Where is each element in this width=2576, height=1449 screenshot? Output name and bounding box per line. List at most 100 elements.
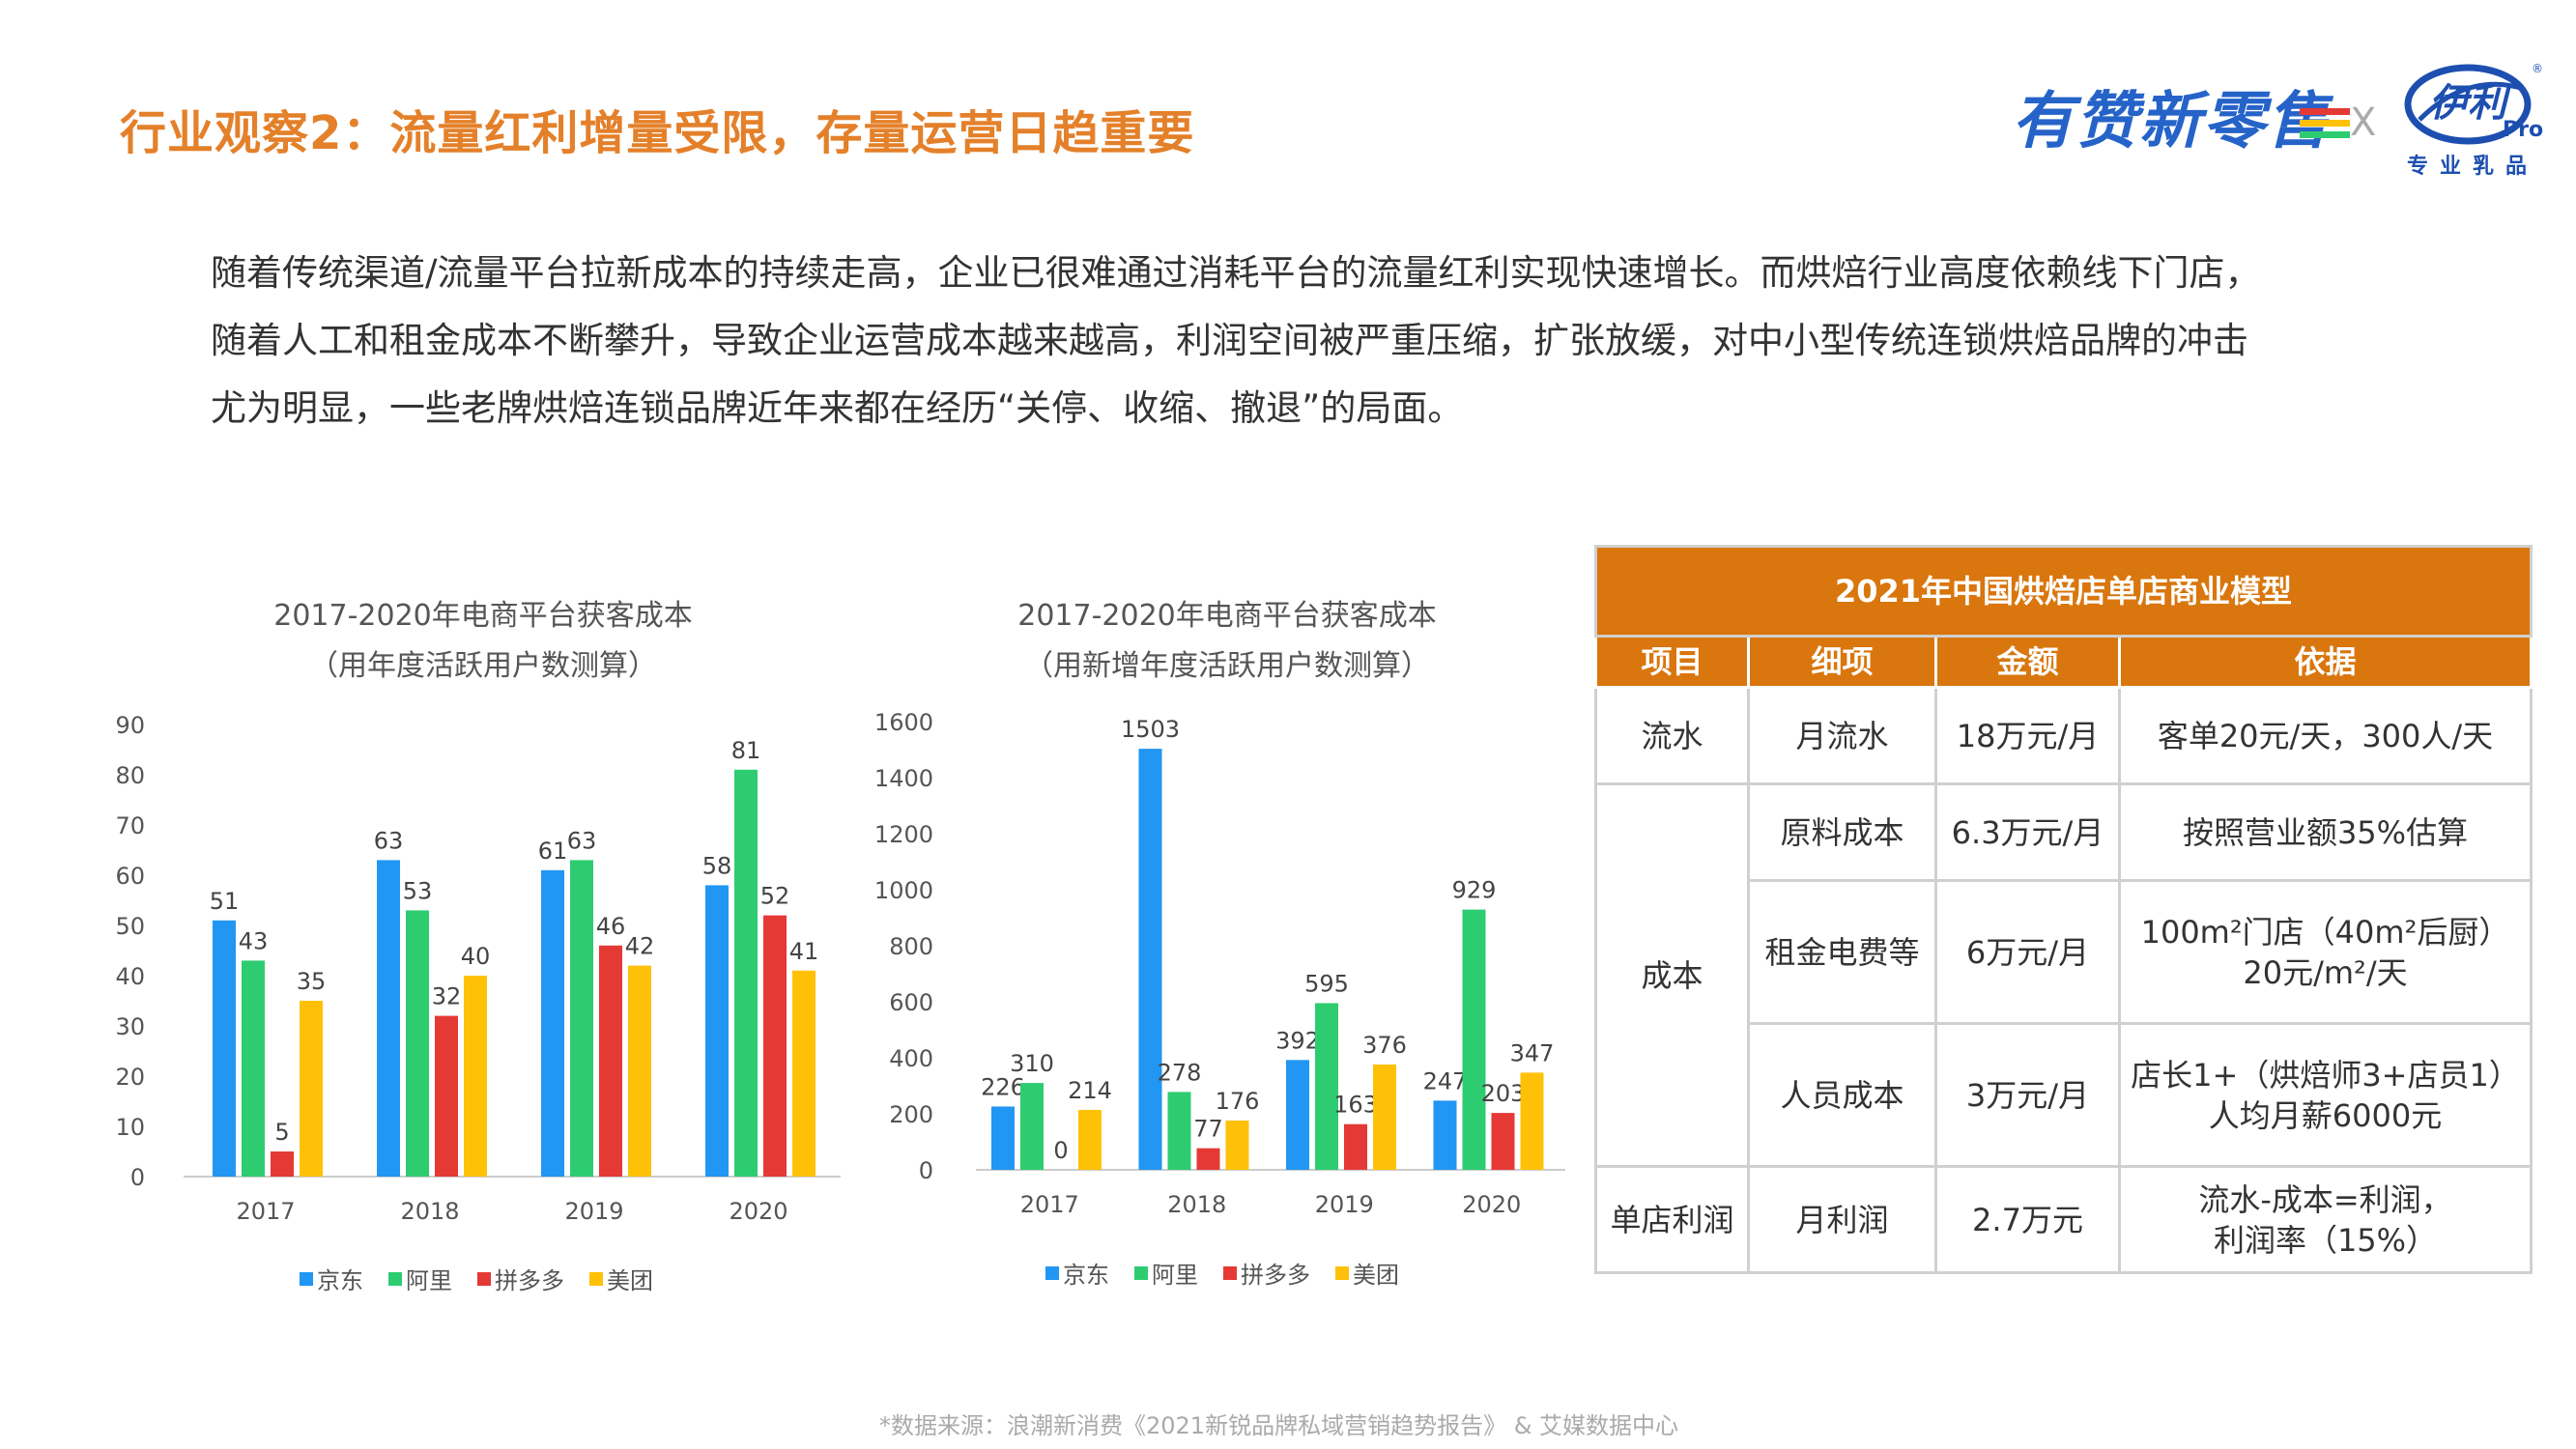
chart1-data-label: 63 <box>374 827 404 854</box>
chart2-category-label: 2017 <box>1020 1191 1079 1218</box>
chart1-category-label: 2019 <box>564 1198 623 1225</box>
yili-logo-text: 伊利 <box>2429 81 2512 126</box>
chart2-ytick-label: 800 <box>889 933 933 960</box>
chart1-legend-swatch <box>388 1271 402 1286</box>
table-cell: 6.3万元/月 <box>1934 782 2121 882</box>
table-row: 流水 月流水 18万元/月 客单20元/天，300人/天 <box>1594 686 2533 785</box>
table-cell: 单店利润 <box>1594 1165 1750 1274</box>
yili-logo: 伊利 ® Pro 专业乳品 <box>2400 62 2545 187</box>
chart2-data-label: 176 <box>1216 1088 1260 1115</box>
chart1-data-label: 43 <box>239 927 269 954</box>
table-cell-line: 流水-成本=利润， <box>2198 1180 2452 1218</box>
yili-pro-label: Pro <box>2503 118 2544 142</box>
chart2-data-label: 214 <box>1068 1077 1112 1104</box>
chart2-bar <box>1315 1003 1338 1170</box>
business-model-table: 2021年中国烘焙店单店商业模型 项目 细项 金额 依据 流水 月流水 18万元… <box>1593 545 2533 1274</box>
chart2-data-label: 278 <box>1158 1059 1202 1086</box>
chart2-category-label: 2018 <box>1167 1191 1226 1218</box>
table-cell-cost: 成本 <box>1594 782 1750 1168</box>
chart1-bar <box>242 960 265 1177</box>
chart2-title-block: 2017-2020年电商平台获客成本 （用新增年度活跃用户数测算） <box>899 591 1556 692</box>
chart2-data-label: 247 <box>1423 1067 1468 1094</box>
table-cell: 客单20元/天，300人/天 <box>2117 686 2533 785</box>
chart2-data-label: 392 <box>1275 1027 1320 1054</box>
table-header-cell: 细项 <box>1747 635 1937 689</box>
chart2-data-label: 347 <box>1510 1039 1555 1066</box>
chart1-legend-label: 阿里 <box>406 1267 452 1294</box>
chart2-category-label: 2019 <box>1315 1191 1374 1218</box>
chart2-data-label: 1503 <box>1121 716 1180 743</box>
chart2-data-label: 203 <box>1481 1080 1526 1107</box>
chart2-bar <box>1078 1109 1102 1170</box>
intro-paragraph: 随着传统渠道/流量平台拉新成本的持续走高，企业已很难通过消耗平台的流量红利实现快… <box>211 240 2394 442</box>
table-row: 人员成本 3万元/月 店长1+（烘焙师3+店员1） 人均月薪6000元 <box>1596 1022 2533 1168</box>
chart1: 0 10 20 30 40 50 60 70 80 90 51 43 5 35 2017 63 53 32 40 20… <box>97 705 850 1246</box>
table-cell: 3万元/月 <box>1934 1022 2121 1168</box>
chart2-legend-label: 阿里 <box>1152 1262 1198 1289</box>
data-source-note: *数据来源：浪潮新消费《2021新锐品牌私域营销趋势报告》 & 艾媒数据中心 <box>879 1412 1679 1439</box>
chart1-bar <box>213 920 236 1177</box>
chart2-bar <box>1433 1100 1457 1170</box>
table-cell-line: 20元/m²/天 <box>2243 953 2408 991</box>
chart1-data-label: 42 <box>625 933 655 960</box>
table-title: 2021年中国烘焙店单店商业模型 <box>1593 545 2533 638</box>
chart2-bar <box>1462 909 1486 1170</box>
chart1-data-label: 63 <box>567 827 597 854</box>
chart1-legend: 京东 阿里 拼多多 美团 <box>300 1262 653 1295</box>
chart2-ytick-label: 1000 <box>874 877 933 904</box>
chart2-category-label: 2020 <box>1462 1191 1521 1218</box>
chart2-bar <box>1225 1120 1249 1170</box>
chart2-bar <box>1167 1092 1191 1170</box>
table-row: 租金电费等 6万元/月 100m²门店（40m²后厨） 20元/m²/天 <box>1596 879 2533 1025</box>
chart1-data-label: 40 <box>461 943 491 970</box>
chart2-bar <box>1138 749 1162 1170</box>
chart2-bar <box>1196 1148 1220 1170</box>
table-cell: 6万元/月 <box>1934 879 2121 1025</box>
chart2-ytick-label: 600 <box>889 989 933 1016</box>
table-cell-line: 利润率（15%） <box>2213 1221 2438 1259</box>
chart2-bar <box>1286 1060 1309 1170</box>
logo-separator: X <box>2350 100 2377 145</box>
chart2: 0 200 400 600 800 1000 1200 1400 1600 226 310 0 214 2… <box>850 705 1585 1246</box>
table-cell-line: 店长1+（烘焙师3+店员1） <box>2131 1056 2520 1094</box>
chart1-bar <box>734 769 758 1177</box>
chart1-bar <box>628 965 651 1177</box>
yili-subtitle: 专业乳品 <box>2406 155 2538 179</box>
chart1-bar <box>464 976 487 1177</box>
chart2-legend: 京东 阿里 拼多多 美团 <box>1045 1256 1399 1290</box>
chart1-data-label: 41 <box>789 938 819 965</box>
chart1-ytick-label: 50 <box>115 913 145 940</box>
chart2-legend-item: 美团 <box>1335 1256 1399 1290</box>
chart1-data-label: 46 <box>596 913 626 940</box>
chart1-legend-item: 美团 <box>589 1262 653 1295</box>
chart2-ytick-label: 0 <box>919 1157 933 1184</box>
table-cell: 18万元/月 <box>1934 686 2121 785</box>
chart2-data-label: 310 <box>1010 1050 1054 1077</box>
youzan-logo-text: 有赞新零售 <box>2012 86 2331 157</box>
table-row: 单店利润 月利润 2.7万元 流水-成本=利润， 利润率（15%） <box>1594 1165 2533 1274</box>
table-row: 成本 原料成本 6.3万元/月 按照营业额35%估算 <box>1594 782 2533 1168</box>
chart1-ytick-label: 0 <box>130 1164 145 1191</box>
chart1-bar <box>406 910 429 1177</box>
chart2-ytick-label: 400 <box>889 1045 933 1072</box>
chart1-ytick-label: 80 <box>115 762 145 789</box>
chart1-category-label: 2018 <box>400 1198 459 1225</box>
chart2-title: 2017-2020年电商平台获客成本 <box>1017 599 1437 633</box>
chart1-ytick-label: 10 <box>115 1114 145 1141</box>
chart2-legend-label: 拼多多 <box>1241 1262 1310 1289</box>
chart2-data-label: 595 <box>1304 970 1349 997</box>
chart2-legend-item: 拼多多 <box>1223 1256 1310 1290</box>
chart2-bar <box>1373 1064 1396 1170</box>
chart2-bar <box>1020 1083 1044 1170</box>
chart1-data-label: 51 <box>210 888 240 915</box>
chart1-bar <box>300 1001 323 1177</box>
chart2-data-label: 376 <box>1362 1032 1407 1059</box>
chart2-bar <box>991 1106 1015 1170</box>
chart1-data-label: 53 <box>403 877 433 904</box>
table-cell: 月流水 <box>1747 686 1937 785</box>
chart1-legend-item: 京东 <box>300 1262 363 1295</box>
chart1-data-label: 58 <box>702 852 732 879</box>
chart1-svg: 0 10 20 30 40 50 60 70 80 90 51 43 5 35 2017 63 53 32 40 20… <box>115 712 841 1225</box>
chart1-data-label: 32 <box>432 983 462 1010</box>
